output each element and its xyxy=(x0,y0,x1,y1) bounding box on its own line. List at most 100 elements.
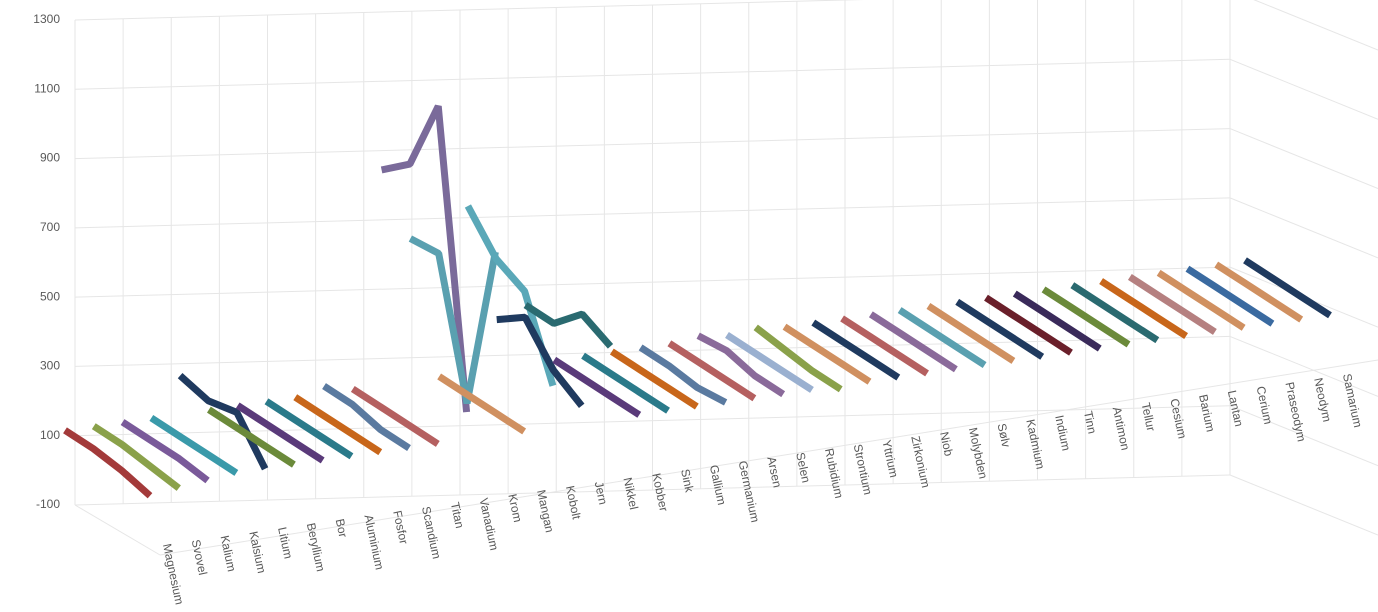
series-ribbon xyxy=(609,348,699,410)
axis-line xyxy=(74,504,161,556)
series-ribbon xyxy=(408,235,499,405)
x-tick-label: Germanium xyxy=(736,459,763,523)
x-tick-label: Aluminium xyxy=(361,513,386,571)
y-tick-label: 500 xyxy=(40,289,60,303)
grid-line xyxy=(1229,128,1378,190)
series-ribbon xyxy=(897,307,987,369)
series-ribbon xyxy=(496,313,585,409)
series-ribbon xyxy=(840,315,929,377)
x-tick-label: Yttrium xyxy=(879,439,901,479)
x-tick-label: Nikkel xyxy=(620,476,640,511)
x-tick-label: Bor xyxy=(333,517,351,538)
series-ribbon xyxy=(667,340,757,402)
series-ribbon xyxy=(322,383,411,451)
x-tick-label: Vanadium xyxy=(477,497,502,552)
series-ribbon xyxy=(725,332,814,393)
series-ribbon xyxy=(350,385,440,447)
x-tick-label: Jern xyxy=(592,480,611,506)
series-ribbon xyxy=(120,419,210,484)
x-tick-label: Strontium xyxy=(851,443,875,496)
x-tick-label: Antimon xyxy=(1110,406,1133,452)
x-tick-label: Cerium xyxy=(1254,385,1276,426)
series-ribbon xyxy=(464,204,557,387)
x-tick-label: Kobber xyxy=(649,472,671,513)
x-tick-label: Magnesium xyxy=(160,542,187,606)
series-ribbon xyxy=(235,402,325,464)
series-ribbon xyxy=(811,319,901,381)
series-ribbon xyxy=(552,356,642,418)
y-tick-label: 1100 xyxy=(34,81,60,95)
x-tick-label: Fosfor xyxy=(390,509,411,545)
x-tick-label: Niob xyxy=(937,430,956,457)
grid-line xyxy=(1229,197,1378,259)
y-tick-label: 1300 xyxy=(33,12,60,26)
x-tick-label: Sølv xyxy=(995,422,1014,448)
series-ribbon xyxy=(581,352,670,414)
series-ribbon xyxy=(1070,282,1160,344)
x-tick-label: Samarium xyxy=(1340,372,1365,428)
series-ribbon xyxy=(264,398,354,460)
series-ribbon xyxy=(1156,269,1246,331)
x-tick-label: Rubidium xyxy=(822,447,846,500)
x-tick-label: Selen xyxy=(793,451,813,484)
y-tick-label: 700 xyxy=(40,220,60,234)
x-tick-label: Sink xyxy=(678,468,697,495)
x-tick-label: Scandium xyxy=(419,505,444,560)
series-ribbon xyxy=(638,344,728,406)
x-tick-label: Gallium xyxy=(707,464,729,507)
y-tick-label: -100 xyxy=(36,497,60,511)
series-ribbon xyxy=(1041,286,1131,348)
x-tick-label: Beryllium xyxy=(304,522,328,573)
x-tick-label: Kobolt xyxy=(563,484,584,521)
series-ribbon xyxy=(1127,274,1217,335)
series-ribbon xyxy=(380,104,471,413)
x-tick-label: Litium xyxy=(275,526,295,560)
x-tick-label: Tinn xyxy=(1081,410,1099,435)
x-tick-label: Krom xyxy=(505,493,525,524)
series-ribbon xyxy=(696,332,786,398)
series-ribbon xyxy=(207,406,296,468)
series-ribbon xyxy=(63,427,153,499)
x-tick-label: Tellur xyxy=(1138,401,1158,432)
x-tick-label: Barium xyxy=(1196,393,1218,433)
series-ribbon xyxy=(955,298,1045,360)
series-ribbon xyxy=(149,414,239,476)
y-tick-label: 900 xyxy=(40,151,60,165)
grid-line xyxy=(1253,0,1378,51)
x-tick-label: Praseodym xyxy=(1282,381,1308,443)
series-ribbon xyxy=(1012,290,1102,352)
x-tick-label: Kadmium xyxy=(1023,418,1047,470)
series-ribbon xyxy=(1243,257,1332,319)
axis-line xyxy=(159,359,1378,556)
series-ribbon xyxy=(926,303,1016,364)
y-tick-label: 100 xyxy=(40,428,60,442)
series-ribbon xyxy=(868,311,958,373)
x-tick-label: Svovel xyxy=(189,538,210,576)
x-tick-label: Neodym xyxy=(1311,377,1334,424)
series-ribbon xyxy=(293,394,383,456)
series-ribbon xyxy=(984,294,1073,356)
series-ribbon xyxy=(91,423,181,491)
x-tick-label: Molybden xyxy=(966,426,991,480)
series-ribbon xyxy=(523,302,614,349)
x-tick-label: Mangan xyxy=(534,488,557,533)
x-tick-label: Lantan xyxy=(1225,389,1246,428)
grid-line xyxy=(1229,474,1378,536)
series-ribbon xyxy=(1099,278,1188,340)
x-tick-label: Kalsium xyxy=(246,530,269,575)
x-tick-label: Indium xyxy=(1052,414,1073,452)
series-ribbon xyxy=(753,324,843,393)
x-tick-label: Kalium xyxy=(218,534,239,573)
series-ribbon xyxy=(1185,265,1275,327)
grid-line xyxy=(1229,58,1378,120)
grid-line xyxy=(1229,405,1378,467)
y-tick-label: 300 xyxy=(40,359,60,373)
x-tick-label: Arsen xyxy=(764,455,784,489)
series-ribbon xyxy=(437,373,527,435)
x-tick-label: Cesium xyxy=(1167,397,1189,440)
series-ribbon xyxy=(1214,261,1304,323)
grid-line xyxy=(1229,335,1378,397)
x-tick-label: Titan xyxy=(448,501,467,530)
